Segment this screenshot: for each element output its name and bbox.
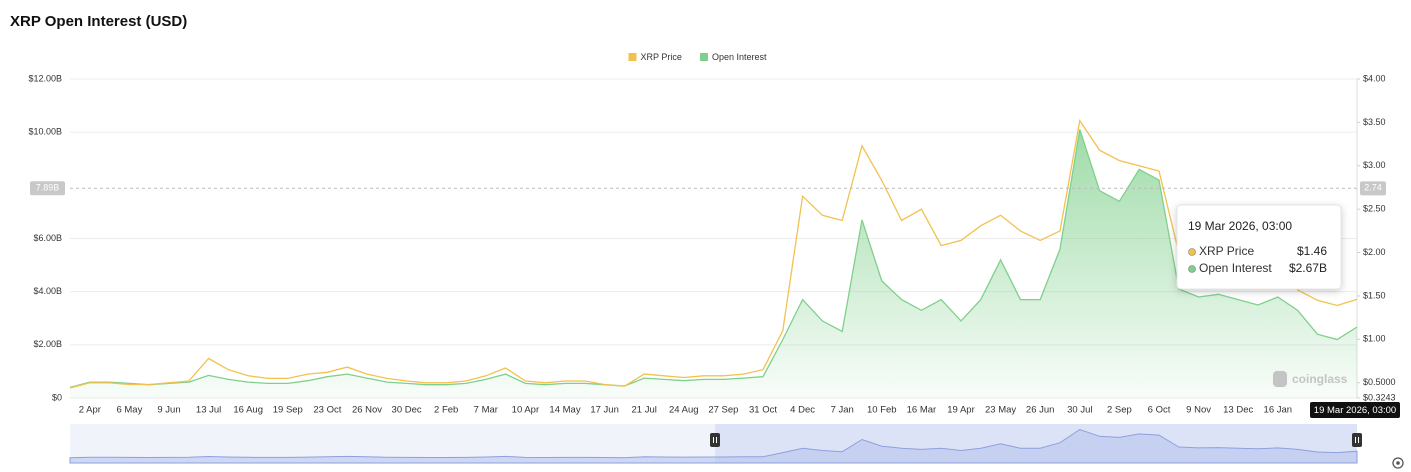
watermark-icon [1273, 371, 1287, 387]
x-tick-label: 4 Dec [790, 405, 815, 416]
x-tick-label: 30 Dec [392, 405, 422, 416]
navigator-handle-body [1352, 433, 1362, 447]
x-tick-label: 17 Jun [590, 405, 619, 416]
x-tick-label: 13 Dec [1223, 405, 1253, 416]
x-tick-label: 7 Jan [831, 405, 854, 416]
x-highlight-label: 19 Mar 2026, 03:00 [1314, 405, 1396, 416]
legend-swatch [700, 53, 708, 61]
x-tick-label: 10 Feb [867, 405, 897, 416]
crosshair-label-box [1360, 181, 1386, 196]
tooltip-marker [1188, 265, 1196, 273]
y-tick-label: $10.00B [28, 127, 62, 137]
x-tick-label: 2 Sep [1107, 405, 1132, 416]
x-tick-label: 6 May [116, 405, 142, 416]
line [69, 129, 1358, 389]
x-tick-label: 21 Jul [632, 405, 657, 416]
x-tick-label: 16 Aug [233, 405, 263, 416]
y-tick-label: $6.00B [33, 233, 62, 243]
y-tick-label: $12.00B [28, 73, 62, 83]
legend-swatch [628, 53, 637, 61]
legend-label: XRP Price [641, 52, 682, 62]
x-tick-label: 23 Oct [313, 405, 341, 416]
crosshair-label: 2.74 [1364, 183, 1382, 193]
x-tick-label: 26 Jun [1026, 405, 1055, 416]
y2-tick-label: $2.00 [1363, 247, 1386, 257]
area [70, 129, 1357, 398]
navigator-handle-body [710, 433, 720, 447]
chart-title: XRP Open Interest (USD) [10, 13, 187, 30]
x-tick-label: 23 May [985, 405, 1016, 416]
y2-tick-label: $1.50 [1363, 290, 1386, 300]
x-tick-label: 19 Apr [947, 405, 974, 416]
x-tick-label: 7 Mar [474, 405, 498, 416]
y-tick-label: $2.00B [33, 339, 62, 349]
x-tick-label: 16 Mar [907, 405, 937, 416]
crosshair-label-box [30, 181, 65, 196]
x-tick-label: 14 May [549, 405, 580, 416]
tooltip-box [1176, 204, 1342, 290]
y2-tick-label: $0.5000 [1363, 377, 1396, 387]
settings-icon[interactable] [1392, 457, 1404, 469]
x-tick-label: 24 Aug [669, 405, 699, 416]
navigator-handle[interactable] [710, 433, 720, 447]
legend-label: Open Interest [712, 52, 767, 62]
x-tick-label: 2 Feb [434, 405, 458, 416]
tooltip-value: $1.46 [1297, 244, 1327, 258]
y2-tick-label: $0.3243 [1363, 392, 1396, 402]
tooltip-value: $2.67B [1289, 261, 1327, 275]
x-tick-label: 16 Jan [1264, 405, 1293, 416]
navigator-handle[interactable] [1352, 433, 1362, 447]
x-tick-label: 27 Sep [708, 405, 738, 416]
y2-tick-label: $3.00 [1363, 160, 1386, 170]
line [69, 119, 1358, 389]
y2-tick-label: $2.50 [1363, 204, 1386, 214]
y-tick-label: $0 [52, 392, 62, 402]
watermark: coinglass [1292, 372, 1348, 386]
crosshair-label: 7.89B [36, 183, 60, 193]
x-highlight-box [1310, 402, 1400, 418]
tooltip-name: Open Interest [1199, 261, 1272, 275]
y2-tick-label: $1.00 [1363, 334, 1386, 344]
tooltip-marker [1188, 248, 1196, 256]
x-tick-label: 2 Apr [79, 405, 101, 416]
x-tick-label: 10 Apr [512, 405, 539, 416]
x-tick-label: 30 Jul [1067, 405, 1092, 416]
y2-tick-label: $3.50 [1363, 117, 1386, 127]
y2-tick-label: $4.00 [1363, 73, 1386, 83]
x-tick-label: 9 Nov [1186, 405, 1211, 416]
x-tick-label: 13 Jul [196, 405, 221, 416]
x-tick-label: 19 Sep [273, 405, 303, 416]
x-tick-label: 6 Oct [1148, 405, 1171, 416]
x-tick-label: 9 Jun [157, 405, 180, 416]
y-tick-label: $4.00B [33, 286, 62, 296]
navigator-area [69, 428, 1358, 464]
x-tick-label: 31 Oct [749, 405, 777, 416]
x-tick-label: 26 Nov [352, 405, 382, 416]
tooltip-name: XRP Price [1199, 244, 1254, 258]
tooltip-title: 19 Mar 2026, 03:00 [1188, 219, 1292, 233]
